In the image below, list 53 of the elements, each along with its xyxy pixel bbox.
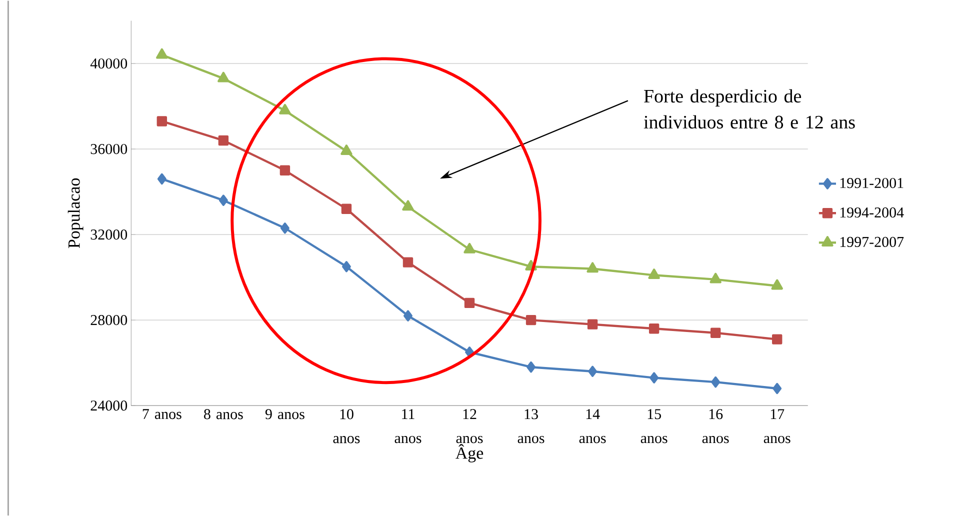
point [526, 361, 536, 373]
point [771, 279, 783, 290]
x-tick-label: 15 anos [640, 408, 668, 443]
point [340, 144, 352, 155]
x-tick-label: 16 anos [702, 408, 729, 444]
legend-label: 1997-2007 [840, 236, 904, 247]
point [772, 382, 782, 394]
y-tick-label: 32000 [90, 229, 128, 240]
point [218, 194, 228, 206]
point [710, 272, 722, 284]
x-axis-title: Âge [456, 444, 484, 462]
x-tick-label: 8 anos [204, 408, 243, 420]
x-tick-label: 9 anos [265, 408, 304, 420]
point [402, 200, 414, 210]
point [402, 257, 414, 268]
point [156, 116, 168, 126]
point [464, 298, 475, 308]
point [218, 135, 229, 146]
x-tick-label: 11 anos [394, 408, 422, 443]
x-tick-label: 7 anos [142, 408, 182, 419]
x-tick-label: 17 anos [764, 408, 790, 443]
x-tick-label: 10 anos [333, 408, 360, 444]
y-tick-label: 24000 [90, 400, 128, 410]
y-tick-label: 36000 [90, 144, 128, 154]
point [279, 104, 291, 114]
x-tick-label: 14 anos [579, 408, 606, 443]
legend-label: 1994-2004 [840, 207, 904, 218]
point [650, 372, 659, 384]
point [342, 260, 351, 272]
y-axis-title: Populacao [68, 178, 84, 248]
point [218, 72, 230, 82]
y-tick-label: 28000 [90, 314, 128, 325]
point [648, 323, 660, 334]
point [280, 222, 290, 234]
point [526, 314, 536, 326]
point [404, 310, 412, 322]
point [586, 262, 598, 272]
point [648, 268, 660, 279]
annotation: Forte desperdicio de individuos entre 8 e 12 ans [644, 89, 855, 128]
legend-label: 1991-2001 [840, 178, 904, 188]
point [280, 165, 290, 176]
point [587, 319, 598, 330]
point [711, 376, 720, 388]
x-tick-label: 12 anos [456, 408, 483, 444]
y-tick-label: 40000 [90, 58, 128, 68]
x-tick-label: 13 anos [518, 408, 544, 444]
point [772, 334, 782, 344]
point [156, 48, 168, 59]
point [710, 328, 721, 338]
point [588, 366, 598, 377]
point [464, 242, 476, 254]
point [341, 204, 352, 214]
point [157, 173, 166, 184]
